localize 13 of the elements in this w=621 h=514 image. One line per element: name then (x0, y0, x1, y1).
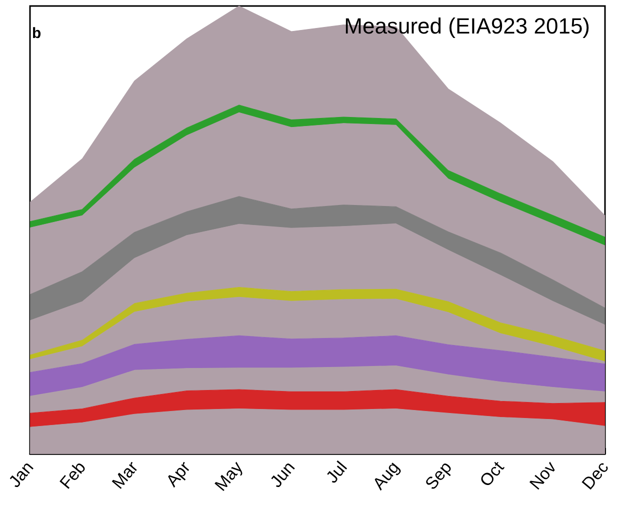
x-tick-label: Sep (421, 458, 456, 494)
x-tick-label: Apr (162, 458, 194, 490)
x-tick-label: Mar (108, 458, 142, 493)
x-tick-label: Nov (526, 458, 560, 494)
x-tick-label: Oct (476, 458, 508, 490)
x-tick-label: Aug (369, 458, 404, 494)
annotation: b (32, 25, 42, 42)
chart-title: Measured (EIA923 2015) (344, 14, 590, 38)
x-tick-label: Jun (266, 458, 299, 492)
x-tick-label: Feb (56, 458, 90, 493)
x-tick-label: Jul (322, 458, 351, 487)
x-tick-label: Dec (578, 458, 613, 494)
x-tick-label: Jan (5, 458, 38, 492)
